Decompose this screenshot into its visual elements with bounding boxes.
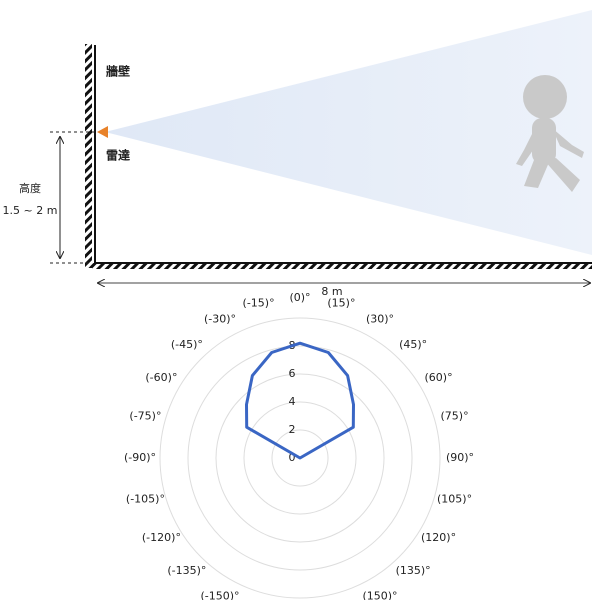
scene: 牆壁 雷達 高度 1.5 ~ 2 m 8 m [3,10,592,298]
theta-tick-label: (135)° [396,564,431,577]
floor [92,263,592,269]
theta-tick-label: (105)° [437,492,472,505]
r-tick-label: 4 [289,395,296,408]
outer-ring [159,317,441,599]
theta-tick-label: (150)° [362,590,397,600]
wall [85,44,92,268]
r-tick-label: 6 [289,367,296,380]
theta-tick-label: (-150)° [200,590,239,600]
distance-label: 8 m [321,285,342,298]
grid-ring [271,429,329,487]
theta-tick-label: (30)° [366,312,394,325]
theta-tick-label: (-15)° [243,296,275,309]
radar-label: 雷達 [106,148,130,163]
theta-tick-label: (-75)° [129,410,161,423]
radar [97,126,108,138]
theta-tick-label: (-90)° [124,451,156,464]
theta-tick-label: (-120)° [142,531,181,544]
theta-tick-label: (-105)° [126,492,165,505]
theta-tick-label: (120)° [421,531,456,544]
theta-tick-label: (45)° [399,338,427,351]
theta-tick-label: (-45)° [171,338,203,351]
wall-label: 牆壁 [106,64,130,79]
height-label: 高度 [19,181,41,195]
theta-tick-label: (-60)° [145,371,177,384]
data-line [245,341,355,460]
theta-tick-label: (-30)° [204,312,236,325]
theta-tick-label: (0)° [289,291,310,304]
theta-tick-label: (15)° [327,296,355,309]
person [516,75,584,192]
grid-ring [215,373,385,543]
height-value: 1.5 ~ 2 m [3,204,58,217]
grid-ring [187,345,413,571]
theta-tick-label: (-135)° [167,564,206,577]
theta-tick-label: (90)° [446,451,474,464]
grid-ring [243,401,357,515]
radar-beam [105,10,592,255]
r-tick-label: 0 [289,451,296,464]
theta-tick-label: (60)° [425,371,453,384]
r-tick-label: 2 [289,423,296,436]
theta-tick-label: (75)° [441,410,469,423]
